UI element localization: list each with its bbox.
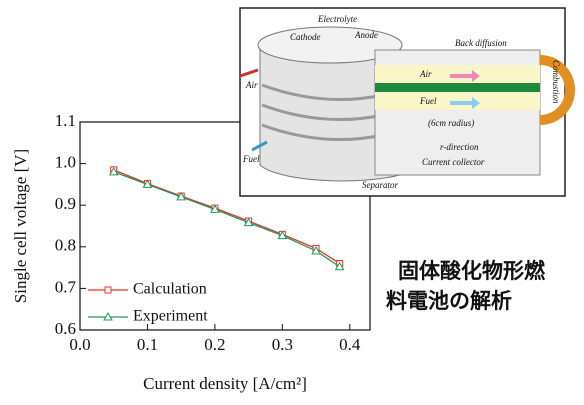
marker	[243, 217, 254, 227]
inset-label: Current collector	[422, 157, 485, 167]
legend-label: Calculation	[133, 281, 207, 298]
cylinder-top	[257, 26, 403, 64]
y-tick-label: 0.9	[55, 194, 76, 213]
caption-line: 料電池の解析	[386, 289, 512, 313]
marker	[277, 230, 288, 240]
inset-label: Air	[245, 80, 258, 90]
electrolyte-layer	[375, 83, 540, 92]
inset-label: Separator	[362, 180, 398, 190]
marker	[108, 166, 119, 176]
x-tick-label: 0.4	[339, 335, 361, 354]
cylinder-body	[259, 44, 401, 182]
y-axis-label: Single cell voltage [V]	[11, 149, 30, 303]
inset-label: r-direction	[440, 142, 479, 152]
fuel-arrow	[450, 97, 480, 109]
x-tick-label: 0.3	[272, 335, 293, 354]
inset-diagram: Electrolyte Cathode Anode Back diffusion…	[239, 7, 575, 197]
inset-label: Air	[419, 69, 432, 79]
inset-label: Back diffusion	[455, 38, 507, 48]
inset-label: Fuel	[242, 154, 260, 164]
series-line	[113, 171, 341, 268]
inset-label: Cathode	[290, 32, 321, 42]
caption-line: 固体酸化物形燃	[398, 259, 546, 283]
y-tick-label: 0.6	[55, 319, 76, 338]
air-arrow	[450, 70, 480, 82]
plot-frame	[79, 121, 371, 331]
marker	[104, 286, 112, 294]
y-tick-label: 0.8	[55, 236, 76, 255]
inset-label: Electrolyte	[317, 14, 357, 24]
x-tick-label: 0.1	[137, 335, 158, 354]
series-line	[113, 169, 340, 264]
inset-label: Anode	[354, 30, 378, 40]
inset-label: Fuel	[419, 96, 437, 106]
legend-label: Experiment	[133, 308, 208, 325]
marker	[210, 204, 220, 213]
x-tick-label: 0.2	[204, 335, 225, 354]
y-tick-label: 0.7	[55, 277, 77, 296]
combustion-zone	[539, 55, 575, 125]
marker	[142, 179, 153, 188]
inset-label: (6cm radius)	[428, 118, 474, 128]
fuel-inlet	[251, 140, 268, 152]
air-inlet	[239, 68, 259, 78]
marker	[311, 245, 321, 255]
x-tick-label: 0.0	[69, 335, 90, 354]
y-tick-label: 1.0	[55, 153, 76, 172]
marker	[176, 191, 187, 201]
marker	[103, 311, 113, 321]
x-axis-label: Current density [A/cm²]	[143, 374, 307, 393]
marker	[334, 261, 345, 271]
y-tick-label: 1.1	[55, 111, 76, 130]
inset-label: Combustion	[551, 60, 561, 104]
